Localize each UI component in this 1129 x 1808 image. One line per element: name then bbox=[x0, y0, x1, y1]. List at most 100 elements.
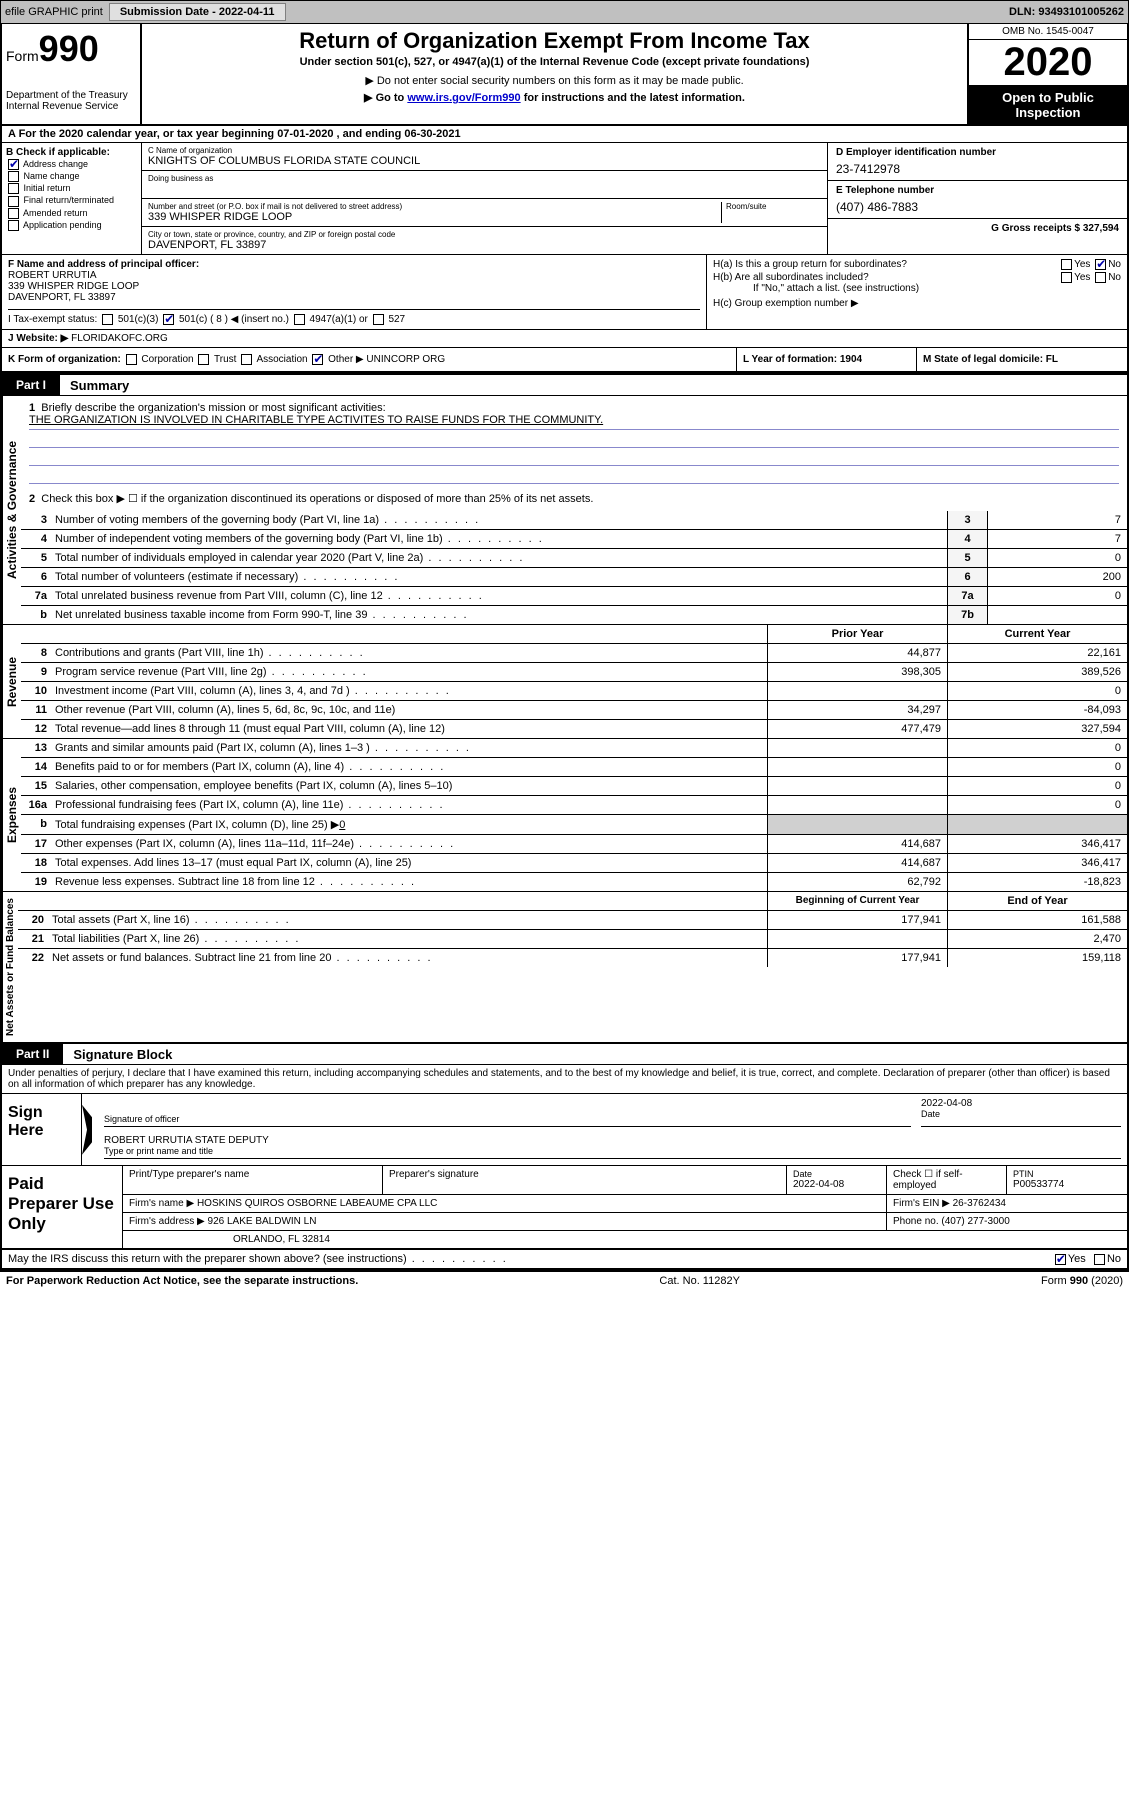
firm-addr-value1: 926 LAKE BALDWIN LN bbox=[208, 1216, 317, 1227]
row-l: L Year of formation: 1904 bbox=[737, 348, 917, 371]
chk-initial-return[interactable]: Initial return bbox=[6, 183, 137, 194]
prep-sig-label: Preparer's signature bbox=[383, 1166, 787, 1194]
footer-left: For Paperwork Reduction Act Notice, see … bbox=[6, 1275, 358, 1287]
hc-label: H(c) Group exemption number ▶ bbox=[713, 298, 1121, 309]
current-year-header: Current Year bbox=[947, 625, 1127, 643]
chk-527[interactable] bbox=[373, 314, 384, 325]
revenue-section: Revenue Prior Year Current Year 8Contrib… bbox=[2, 625, 1127, 739]
efile-label: efile GRAPHIC print bbox=[5, 6, 103, 18]
chk-final-return[interactable]: Final return/terminated bbox=[6, 195, 137, 206]
firm-addr-value2: ORLANDO, FL 32814 bbox=[123, 1231, 1127, 1248]
chk-address-change[interactable]: Address change bbox=[6, 159, 137, 170]
netassets-label: Net Assets or Fund Balances bbox=[2, 892, 18, 1042]
omb-number: OMB No. 1545-0047 bbox=[969, 24, 1127, 40]
checkbox-icon bbox=[8, 208, 19, 219]
chk-amended[interactable]: Amended return bbox=[6, 208, 137, 219]
chk-name-change[interactable]: Name change bbox=[6, 171, 137, 182]
officer-addr2: DAVENPORT, FL 33897 bbox=[8, 292, 700, 303]
phone-label: E Telephone number bbox=[836, 185, 1119, 196]
form-number: 990 bbox=[39, 28, 99, 69]
form-title: Return of Organization Exempt From Incom… bbox=[150, 28, 959, 54]
line-14: 14Benefits paid to or for members (Part … bbox=[21, 758, 1127, 777]
discuss-row: May the IRS discuss this return with the… bbox=[2, 1250, 1127, 1270]
irs-link[interactable]: www.irs.gov/Form990 bbox=[407, 92, 520, 104]
line-21: 21Total liabilities (Part X, line 26) 2,… bbox=[18, 930, 1127, 949]
expenses-section: Expenses 13Grants and similar amounts pa… bbox=[2, 739, 1127, 892]
line-11: 11Other revenue (Part VIII, column (A), … bbox=[21, 701, 1127, 720]
chk-ha-yes[interactable] bbox=[1061, 259, 1072, 270]
chk-discuss-no[interactable] bbox=[1094, 1254, 1105, 1265]
submission-date-button[interactable]: Submission Date - 2022-04-11 bbox=[109, 3, 286, 21]
note2-post: for instructions and the latest informat… bbox=[521, 92, 745, 104]
line-8: 8Contributions and grants (Part VIII, li… bbox=[21, 644, 1127, 663]
header-left: Form990 Department of the Treasury Inter… bbox=[2, 24, 142, 124]
sig-name-value: ROBERT URRUTIA STATE DEPUTY bbox=[104, 1135, 1121, 1146]
line-18: 18Total expenses. Add lines 13–17 (must … bbox=[21, 854, 1127, 873]
part2-tab: Part II bbox=[2, 1044, 63, 1064]
end-year-header: End of Year bbox=[947, 892, 1127, 910]
chk-501c[interactable] bbox=[163, 314, 174, 325]
checkbox-icon bbox=[8, 196, 19, 207]
mission-label: Briefly describe the organization's miss… bbox=[41, 402, 385, 414]
chk-assoc[interactable] bbox=[241, 354, 252, 365]
gross-receipts: G Gross receipts $ 327,594 bbox=[836, 223, 1119, 234]
line7b-value bbox=[987, 606, 1127, 624]
tax-exempt-label: I Tax-exempt status: bbox=[8, 314, 97, 325]
line5-value: 0 bbox=[987, 549, 1127, 567]
governance-section: Activities & Governance 1 Briefly descri… bbox=[2, 396, 1127, 625]
chk-4947[interactable] bbox=[294, 314, 305, 325]
dba-label: Doing business as bbox=[148, 174, 821, 183]
line-15: 15Salaries, other compensation, employee… bbox=[21, 777, 1127, 796]
chk-application[interactable]: Application pending bbox=[6, 220, 137, 231]
row-j: J Website: ▶ FLORIDAKOFC.ORG bbox=[2, 330, 1127, 348]
chk-corp[interactable] bbox=[126, 354, 137, 365]
row-a-tax-year: A For the 2020 calendar year, or tax yea… bbox=[2, 126, 1127, 143]
governance-label: Activities & Governance bbox=[2, 396, 21, 624]
room-label: Room/suite bbox=[726, 202, 821, 211]
form-body: Form990 Department of the Treasury Inter… bbox=[0, 24, 1129, 1272]
chk-other[interactable] bbox=[312, 354, 323, 365]
mission-text: THE ORGANIZATION IS INVOLVED IN CHARITAB… bbox=[29, 414, 1119, 430]
checkbox-icon bbox=[8, 159, 19, 170]
mission-blank bbox=[29, 450, 1119, 466]
part2-header: Part II Signature Block bbox=[2, 1044, 1127, 1065]
chk-hb-no[interactable] bbox=[1095, 272, 1106, 283]
chk-hb-yes[interactable] bbox=[1061, 272, 1072, 283]
chk-501c3[interactable] bbox=[102, 314, 113, 325]
tax-year: 2020 bbox=[969, 40, 1127, 86]
form-header: Form990 Department of the Treasury Inter… bbox=[2, 24, 1127, 126]
ptin-value: P00533774 bbox=[1013, 1179, 1121, 1190]
page-footer: For Paperwork Reduction Act Notice, see … bbox=[0, 1272, 1129, 1290]
footer-mid: Cat. No. 11282Y bbox=[659, 1275, 740, 1287]
irs-label: Internal Revenue Service bbox=[6, 101, 136, 112]
inspect1: Open to Public bbox=[1002, 90, 1094, 105]
row-k: K Form of organization: Corporation Trus… bbox=[2, 348, 737, 371]
org-name-value: KNIGHTS OF COLUMBUS FLORIDA STATE COUNCI… bbox=[148, 155, 821, 167]
firm-addr-label: Firm's address ▶ bbox=[129, 1216, 205, 1227]
chk-ha-no[interactable] bbox=[1095, 259, 1106, 270]
hb-note: If "No," attach a list. (see instruction… bbox=[713, 283, 1121, 294]
chk-trust[interactable] bbox=[198, 354, 209, 365]
line-19: 19Revenue less expenses. Subtract line 1… bbox=[21, 873, 1127, 891]
city-label: City or town, state or province, country… bbox=[148, 230, 821, 239]
shaded-cell bbox=[947, 815, 1127, 834]
officer-addr1: 339 WHISPER RIDGE LOOP bbox=[8, 281, 700, 292]
line-7b: b Net unrelated business taxable income … bbox=[21, 606, 1127, 624]
ptin-label: PTIN bbox=[1013, 1169, 1121, 1179]
line7a-value: 0 bbox=[987, 587, 1127, 605]
part1-title: Summary bbox=[70, 378, 129, 393]
firm-name-value: HOSKINS QUIROS OSBORNE LABEAUME CPA LLC bbox=[197, 1198, 437, 1209]
line3-value: 7 bbox=[987, 511, 1127, 529]
open-to-public: Open to Public Inspection bbox=[969, 86, 1127, 124]
part1-header: Part I Summary bbox=[2, 373, 1127, 396]
ein-label: D Employer identification number bbox=[836, 147, 1119, 158]
line-5: 5 Total number of individuals employed i… bbox=[21, 549, 1127, 568]
line-6: 6 Total number of volunteers (estimate i… bbox=[21, 568, 1127, 587]
column-h: H(a) Is this a group return for subordin… bbox=[707, 255, 1127, 329]
note-link-row: ▶ Go to www.irs.gov/Form990 for instruct… bbox=[150, 91, 959, 104]
chk-discuss-yes[interactable] bbox=[1055, 1254, 1066, 1265]
shaded-cell bbox=[767, 815, 947, 834]
column-c: C Name of organization KNIGHTS OF COLUMB… bbox=[142, 143, 827, 254]
discuss-yesno: Yes No bbox=[1053, 1253, 1121, 1265]
officer-label: F Name and address of principal officer: bbox=[8, 259, 700, 270]
